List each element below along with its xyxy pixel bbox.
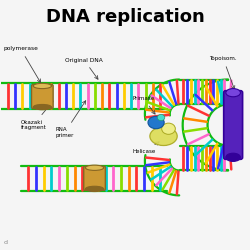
Ellipse shape [33,104,52,110]
Ellipse shape [226,153,240,162]
Ellipse shape [162,123,175,134]
Text: Primase: Primase [132,96,155,114]
Ellipse shape [226,88,240,97]
Ellipse shape [157,114,165,121]
Ellipse shape [148,116,164,129]
Text: Helicase: Helicase [132,142,159,154]
Ellipse shape [33,83,52,88]
Ellipse shape [86,186,104,192]
FancyBboxPatch shape [84,166,105,190]
Text: Original DNA: Original DNA [65,58,103,79]
Text: polymerase: polymerase [3,46,40,82]
Text: d: d [3,240,7,245]
FancyBboxPatch shape [32,84,53,108]
Text: RNA
primer: RNA primer [56,101,86,138]
Text: Okazaki
fragment: Okazaki fragment [20,101,53,130]
Text: DNA replication: DNA replication [46,8,204,26]
Ellipse shape [150,127,177,146]
Ellipse shape [86,165,104,170]
FancyBboxPatch shape [224,91,242,159]
Text: Topoisom.: Topoisom. [210,56,237,89]
